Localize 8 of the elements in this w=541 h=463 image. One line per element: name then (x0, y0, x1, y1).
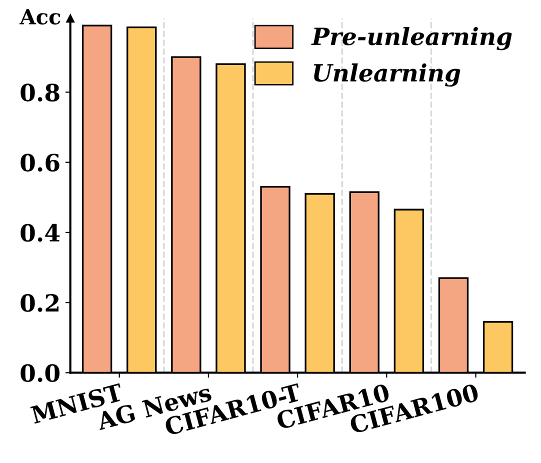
legend-label: Pre-unlearning (311, 27, 512, 50)
y-tick-label: 0.4 (20, 224, 60, 242)
y-tick-label: 0.6 (20, 154, 60, 172)
y-tick-label: 0.0 (20, 364, 60, 382)
y-tick-label: 0.2 (20, 294, 58, 312)
y-axis-title: Acc (20, 9, 60, 25)
legend-label: Unlearning (314, 63, 460, 87)
y-tick-label: 0.8 (20, 84, 60, 102)
